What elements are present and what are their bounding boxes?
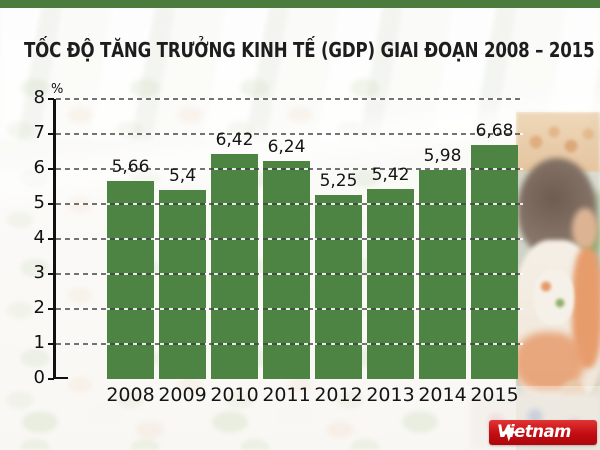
y-tick-2	[48, 308, 54, 310]
bar-2010	[211, 154, 258, 379]
y-tick-label-4: 4	[33, 227, 45, 248]
bar-2009	[159, 190, 206, 379]
y-tick-3	[48, 273, 54, 275]
x-category-label-2010: 2010	[210, 384, 259, 406]
y-tick-label-7: 7	[33, 122, 45, 143]
gridline-3	[56, 273, 523, 275]
x-category-label-2013: 2013	[366, 384, 415, 406]
bar-2012	[315, 195, 362, 379]
y-tick-label-6: 6	[33, 157, 45, 178]
x-category-label-2014: 2014	[418, 384, 467, 406]
y-tick-7	[48, 133, 54, 135]
y-tick-0	[48, 378, 54, 380]
x-axis-foot	[53, 377, 68, 379]
x-category-label-2012: 2012	[314, 384, 363, 406]
photo-jacket-print	[534, 270, 574, 325]
value-label-2015: 6,68	[475, 121, 514, 142]
y-tick-label-0: 0	[33, 367, 45, 388]
value-label-2013: 5,42	[371, 165, 410, 186]
y-tick-label-1: 1	[33, 332, 45, 353]
chart-title: TỐC ĐỘ TĂNG TRƯỞNG KINH TẾ (GDP) GIAI ĐO…	[24, 38, 595, 62]
value-label-2009: 5,4	[168, 166, 197, 186]
bar-2011	[263, 160, 310, 379]
value-label-2011: 6,24	[267, 136, 306, 157]
gridline-2	[56, 308, 523, 310]
x-category-label-2009: 2009	[158, 384, 207, 406]
gridline-7	[56, 133, 523, 135]
x-category-label-2008: 2008	[106, 384, 155, 406]
value-label-2010: 6,42	[215, 130, 254, 151]
x-category-label-2011: 2011	[262, 384, 311, 406]
y-tick-5	[48, 203, 54, 205]
top-green-strip	[0, 0, 600, 8]
bar-2013	[367, 189, 414, 379]
y-tick-label-3: 3	[33, 262, 45, 283]
y-tick-4	[48, 238, 54, 240]
vietnamplus-plus-icon	[498, 423, 518, 443]
x-category-label-2015: 2015	[470, 384, 519, 406]
y-axis-unit-label: %	[51, 82, 64, 97]
gridline-6	[56, 168, 523, 170]
vietnamplus-logo: Vietnam	[489, 420, 597, 445]
gridline-8	[56, 98, 523, 100]
photo-child-face	[572, 208, 598, 250]
bar-2008	[107, 180, 154, 379]
y-tick-label-2: 2	[33, 297, 45, 318]
value-label-2012: 5,25	[319, 171, 358, 192]
y-tick-label-8: 8	[33, 87, 45, 108]
gridline-1	[56, 343, 523, 345]
value-label-2014: 5,98	[423, 145, 462, 166]
vietnamplus-logo-text: Vietnam	[497, 422, 571, 442]
bar-2015	[471, 145, 518, 379]
y-tick-6	[48, 168, 54, 170]
gridline-4	[56, 238, 523, 240]
y-tick-8	[48, 98, 54, 100]
value-label-2008: 5,66	[111, 156, 150, 177]
y-tick-1	[48, 343, 54, 345]
gridline-5	[56, 203, 523, 205]
y-axis-line	[53, 99, 56, 379]
y-tick-label-5: 5	[33, 192, 45, 213]
